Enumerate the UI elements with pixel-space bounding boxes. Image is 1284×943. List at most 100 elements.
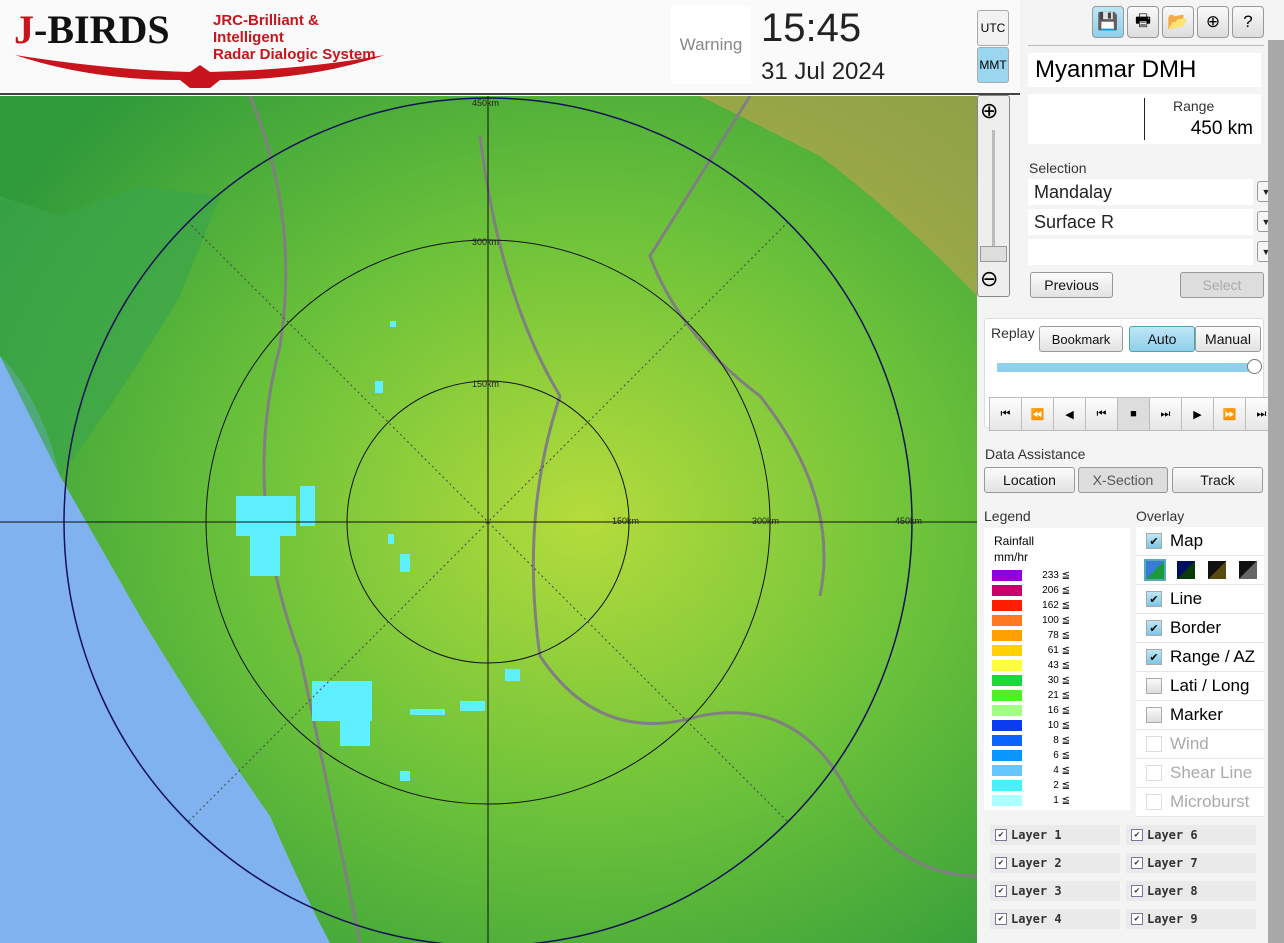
xsection-button[interactable]: X-Section [1078,467,1168,493]
play-icon[interactable]: ▶ [1182,398,1214,430]
site-select[interactable]: Mandalay ▼ [1028,179,1275,205]
logo: J-BIRDS JRC-Brilliant & Intelligent Radar… [10,6,390,88]
legend-swatch [992,569,1022,581]
range-label: 450km [895,516,923,526]
control-panel: 💾 🖶 📂 ⊕ ? Myanmar DMH Range 450 km Selec… [984,0,1279,943]
logo-subtitle-1: JRC-Brilliant & Intelligent [213,12,319,46]
clock-date: 31 Jul 2024 [761,58,886,85]
legend-swatch [992,689,1022,701]
fast-rewind-icon[interactable]: ⏪ [1022,398,1054,430]
checkbox[interactable]: ✔ [1131,913,1143,925]
checkbox[interactable]: ✔ [995,857,1007,869]
legend-swatch [992,794,1022,806]
add-window-icon[interactable]: ⊕ [1197,6,1229,38]
bookmark-button[interactable]: Bookmark [1039,326,1123,352]
step-back-icon[interactable]: ◀ [1054,398,1086,430]
overlay-shear-line[interactable]: Shear Line [1136,759,1264,788]
layer-toggle[interactable]: ✔ Layer 2 [990,853,1120,873]
print-icon[interactable]: 🖶 [1127,6,1159,38]
zoom-control: ⊕ ⊖ [977,95,1010,297]
map-style-option[interactable] [1177,561,1195,579]
legend-swatch [992,764,1022,776]
third-select[interactable]: ▼ [1028,239,1275,265]
checkbox[interactable] [1146,736,1162,752]
checkbox[interactable] [1146,794,1162,810]
replay-timeline-slider[interactable] [997,363,1253,372]
legend-item: 233 ≦ [992,569,1070,581]
overlay-marker[interactable]: Marker [1136,701,1264,730]
mmt-toggle[interactable]: MMT [977,47,1009,83]
overlay-microburst[interactable]: Microburst [1136,788,1264,817]
map-style-option[interactable] [1239,561,1257,579]
overlay-border[interactable]: ✔ Border [1136,614,1264,643]
replay-slider-handle[interactable] [1247,359,1262,374]
first-icon[interactable]: ⏮ [990,398,1022,430]
layer-toggle[interactable]: ✔ Layer 3 [990,881,1120,901]
overlay-line[interactable]: ✔ Line [1136,585,1264,614]
help-icon[interactable]: ? [1232,6,1264,38]
utc-toggle[interactable]: UTC [977,10,1009,46]
overlay-panel: ✔ Map ✔ Line ✔ Border ✔ Range / AZ Lati / Long Ma… [1136,527,1264,817]
range-label: 150km [472,379,500,389]
legend-swatch [992,734,1022,746]
overlay-lati-long[interactable]: Lati / Long [1136,672,1264,701]
map-style-option[interactable] [1208,561,1226,579]
layer-toggle[interactable]: ✔ Layer 6 [1126,825,1256,845]
manual-button[interactable]: Manual [1195,326,1261,352]
checkbox[interactable] [1146,707,1162,723]
legend-swatch [992,584,1022,596]
fast-forward-icon[interactable]: ⏩ [1214,398,1246,430]
checkbox[interactable]: ✔ [1146,533,1162,549]
checkbox[interactable]: ✔ [1146,591,1162,607]
track-button[interactable]: Track [1172,467,1263,493]
checkbox[interactable] [1146,765,1162,781]
layer-toggle[interactable]: ✔ Layer 1 [990,825,1120,845]
stop-icon[interactable]: ■ [1118,398,1150,430]
save-icon[interactable]: 💾 [1092,6,1124,38]
checkbox[interactable] [1146,678,1162,694]
select-button[interactable]: Select [1180,272,1264,298]
legend-swatch [992,704,1022,716]
overlay-wind[interactable]: Wind [1136,730,1264,759]
layer-toggle[interactable]: ✔ Layer 9 [1126,909,1256,929]
map-style-selector [1136,556,1264,585]
legend-swatch [992,644,1022,656]
previous-button[interactable]: Previous [1030,272,1113,298]
checkbox[interactable]: ✔ [995,913,1007,925]
range-label: Range [1173,98,1215,114]
checkbox[interactable]: ✔ [995,829,1007,841]
overlay-range-az[interactable]: ✔ Range / AZ [1136,643,1264,672]
range-label: 150km [612,516,640,526]
radar-map[interactable]: 150km 150km 300km 300km 450km 450km [0,96,977,943]
layer-toggle[interactable]: ✔ Layer 7 [1126,853,1256,873]
legend-swatch [992,659,1022,671]
checkbox[interactable]: ✔ [995,885,1007,897]
warning-button[interactable]: Warning [671,6,751,84]
auto-button[interactable]: Auto [1129,326,1195,352]
map-style-option[interactable] [1144,559,1166,581]
layer-toggle[interactable]: ✔ Layer 4 [990,909,1120,929]
checkbox[interactable]: ✔ [1131,885,1143,897]
checkbox[interactable]: ✔ [1131,829,1143,841]
zoom-slider-handle[interactable] [980,246,1007,262]
station-name: Myanmar DMH [1028,53,1261,87]
legend-item: 10 ≦ [992,719,1070,731]
folder-open-icon[interactable]: 📂 [1162,6,1194,38]
legend-item: 2 ≦ [992,779,1070,791]
prev-frame-icon[interactable]: ⏮ [1086,398,1118,430]
next-frame-icon[interactable]: ⏭ [1150,398,1182,430]
overlay-map[interactable]: ✔ Map [1136,527,1264,556]
checkbox[interactable]: ✔ [1146,620,1162,636]
zoom-in-icon[interactable]: ⊕ [980,98,999,123]
scrollbar[interactable] [1268,40,1284,943]
location-button[interactable]: Location [984,467,1075,493]
checkbox[interactable]: ✔ [1131,857,1143,869]
layer-toggle[interactable]: ✔ Layer 8 [1126,881,1256,901]
product-select[interactable]: Surface R ▼ [1028,209,1275,235]
checkbox[interactable]: ✔ [1146,649,1162,665]
legend-item: 21 ≦ [992,689,1070,701]
zoom-out-icon[interactable]: ⊖ [980,266,999,291]
eagle-logo-icon [15,55,385,88]
zoom-slider-track[interactable] [992,130,995,248]
legend-item: 16 ≦ [992,704,1070,716]
